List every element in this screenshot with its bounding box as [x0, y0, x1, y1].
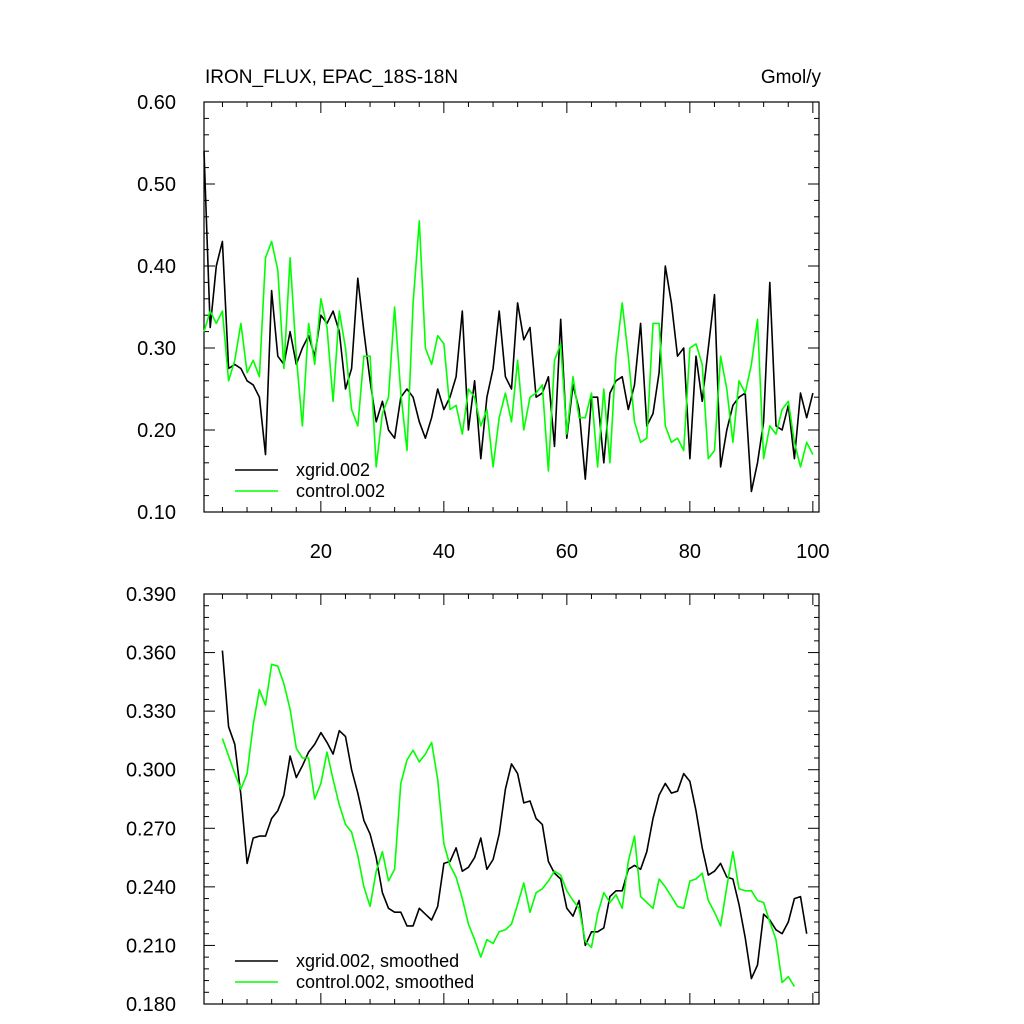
top-plot-frame — [203, 101, 820, 513]
legend-label-xgrid-smoothed: xgrid.002, smoothed — [296, 951, 459, 971]
bottom-panel: 0.180 0.210 0.240 0.270 0.300 0.330 0.360 0.390… — [126, 584, 820, 1016]
top-y-tick-label: 0.40 — [137, 256, 176, 278]
bottom-y-tick-label: 0.240 — [126, 877, 176, 899]
bottom-y-tick-label: 0.360 — [126, 643, 176, 665]
top-x-tick-label: 100 — [796, 541, 829, 563]
top-chart-units: Gmol/y — [761, 67, 822, 88]
top-series-line-xgrid — [203, 151, 814, 493]
legend-label-control: control.002 — [296, 481, 385, 501]
bottom-series-line-control — [221, 663, 796, 987]
bottom-series-lines — [221, 650, 808, 987]
top-y-tick-label: 0.20 — [137, 420, 176, 442]
bottom-axes: 0.180 0.210 0.240 0.270 0.300 0.330 0.360 0.390 — [126, 584, 819, 1016]
top-series-line-control — [203, 220, 814, 472]
top-axes: 20 40 60 80 100 0.10 0.20 0.30 0.40 0.50 0.60 — [137, 92, 829, 563]
top-x-tick-label: 40 — [433, 541, 455, 563]
legend-label-control-smoothed: control.002, smoothed — [296, 972, 474, 992]
top-legend: xgrid.002 control.002 — [235, 460, 385, 501]
top-x-tick-label: 60 — [556, 541, 578, 563]
bottom-y-tick-label: 0.210 — [126, 935, 176, 957]
top-panel: IRON_FLUX, EPAC_18S-18N Gmol/y 20 40 60 80 1… — [137, 67, 829, 563]
bottom-y-tick-label: 0.300 — [126, 760, 176, 782]
legend-label-xgrid: xgrid.002 — [296, 460, 370, 480]
top-y-tick-label: 0.60 — [137, 92, 176, 114]
bottom-y-tick-label: 0.180 — [126, 994, 176, 1016]
top-x-tick-label: 20 — [310, 541, 332, 563]
bottom-series-line-xgrid — [221, 650, 808, 980]
bottom-y-tick-label: 0.330 — [126, 701, 176, 723]
bottom-y-tick-label: 0.270 — [126, 818, 176, 840]
top-y-tick-label: 0.30 — [137, 338, 176, 360]
bottom-plot-frame — [203, 593, 820, 1005]
top-series-lines — [203, 151, 814, 493]
top-y-tick-label: 0.10 — [137, 502, 176, 524]
top-x-tick-label: 80 — [679, 541, 701, 563]
top-y-tick-label: 0.50 — [137, 174, 176, 196]
bottom-legend: xgrid.002, smoothed control.002, smoothe… — [235, 951, 474, 992]
top-chart-title: IRON_FLUX, EPAC_18S-18N — [205, 67, 458, 88]
bottom-y-tick-label: 0.390 — [126, 584, 176, 606]
